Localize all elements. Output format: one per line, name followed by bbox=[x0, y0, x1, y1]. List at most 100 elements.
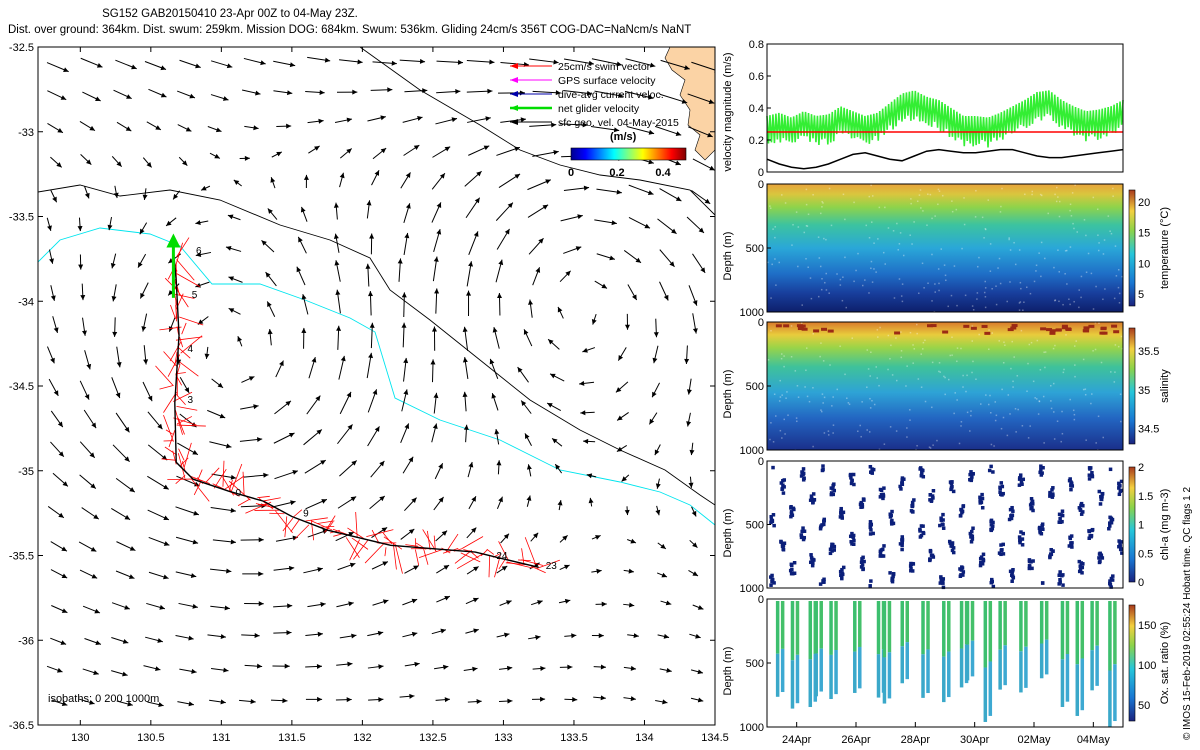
velocity-arrow bbox=[431, 202, 442, 223]
chl-point bbox=[849, 476, 853, 480]
velocity-arrow bbox=[335, 289, 341, 314]
oxygen-profile-upper bbox=[814, 601, 818, 654]
velocity-arrow bbox=[591, 535, 601, 540]
swim-vector bbox=[454, 549, 473, 564]
profile-dot bbox=[909, 409, 911, 411]
profile-dot bbox=[1030, 341, 1033, 344]
chl-point bbox=[970, 537, 975, 541]
chl-point bbox=[939, 516, 943, 520]
profile-dot bbox=[1020, 287, 1022, 290]
chl-point bbox=[979, 555, 984, 559]
profile-dot bbox=[1057, 196, 1059, 198]
swim-vector bbox=[155, 365, 174, 386]
colorbar-tick: 35.5 bbox=[1138, 346, 1159, 358]
profile-dot bbox=[1054, 344, 1056, 347]
chl-point bbox=[1019, 530, 1023, 534]
profile-dot bbox=[900, 356, 903, 359]
velocity-arrow bbox=[148, 536, 170, 546]
chl-point bbox=[960, 565, 964, 569]
oxygen-profile-upper bbox=[1065, 601, 1070, 654]
profile-dot bbox=[857, 252, 859, 255]
velocity-arrow bbox=[147, 411, 163, 430]
profile-dot bbox=[1058, 271, 1060, 273]
velocity-arrow bbox=[400, 423, 410, 444]
chl-point bbox=[1040, 581, 1045, 585]
profile-dot bbox=[1038, 252, 1040, 254]
velocity-arrow bbox=[211, 473, 237, 480]
oxygen-profile-lower bbox=[1060, 659, 1065, 707]
velocity-arrow bbox=[529, 122, 557, 128]
x-tick-label: 132 bbox=[353, 732, 371, 744]
velocity-arrow bbox=[436, 89, 461, 95]
chl-point bbox=[849, 539, 853, 544]
velocity-arrow bbox=[496, 228, 510, 250]
velocity-arrow bbox=[588, 497, 594, 507]
profile-dot bbox=[817, 295, 820, 298]
track-day-label: 23 bbox=[546, 561, 558, 572]
velocity-arrow bbox=[274, 400, 292, 415]
profile-dot bbox=[1062, 303, 1064, 306]
chl-point bbox=[1000, 484, 1005, 489]
profile-dot bbox=[805, 347, 808, 349]
profile-dot bbox=[892, 230, 895, 232]
legend-label: GPS surface velocity bbox=[558, 75, 656, 87]
swim-vector bbox=[197, 469, 203, 481]
chl-point bbox=[980, 496, 985, 501]
velocity-arrow bbox=[615, 381, 629, 393]
velocity-arrow bbox=[627, 538, 637, 544]
profile-dot bbox=[1026, 390, 1028, 392]
profile-dot bbox=[822, 202, 824, 204]
velocity-arrow bbox=[557, 500, 563, 511]
swim-vector bbox=[159, 384, 174, 390]
profile-dot bbox=[825, 238, 827, 241]
velocity-arrow bbox=[496, 460, 502, 475]
chl-point bbox=[1060, 509, 1065, 513]
chl-point bbox=[1027, 564, 1032, 568]
velocity-arrow bbox=[431, 628, 447, 635]
chl-point bbox=[930, 494, 935, 498]
chl-point bbox=[1011, 567, 1015, 572]
high-salinity-patch bbox=[1083, 326, 1090, 330]
profile-dot bbox=[767, 261, 769, 264]
profile-dot bbox=[1097, 234, 1099, 236]
profile-dot bbox=[1013, 241, 1015, 244]
profile-dot bbox=[1061, 410, 1063, 413]
profile-dot bbox=[931, 361, 934, 364]
profile-dot bbox=[1006, 300, 1008, 303]
profile-dot bbox=[994, 401, 997, 403]
swim-vector bbox=[167, 478, 196, 481]
velocity-arrow bbox=[594, 280, 608, 289]
chl-point bbox=[1109, 519, 1113, 524]
velocity-arrow bbox=[465, 197, 481, 219]
colorbar-label: (m/s) bbox=[610, 131, 637, 143]
velocity-arrow bbox=[496, 632, 510, 638]
velocity-arrow bbox=[660, 600, 672, 606]
profile-dot bbox=[1002, 416, 1005, 419]
oxygen-profile-lower bbox=[882, 657, 887, 704]
profile-dot bbox=[931, 406, 933, 409]
profile-dot bbox=[906, 427, 908, 429]
high-salinity-patch bbox=[1113, 330, 1120, 334]
chl-point bbox=[821, 464, 825, 468]
velocity-arrow bbox=[195, 220, 209, 226]
velocity-arrow bbox=[46, 217, 52, 232]
velocity-arrow bbox=[402, 598, 418, 606]
chl-point bbox=[1050, 488, 1054, 492]
chl-point bbox=[1120, 551, 1124, 555]
chl-point bbox=[981, 557, 986, 562]
profile-dot bbox=[1013, 356, 1015, 358]
chl-point bbox=[920, 471, 924, 476]
profile-dot bbox=[830, 224, 833, 227]
chl-point bbox=[1077, 559, 1082, 564]
velocity-arrow bbox=[112, 444, 130, 463]
chl-point bbox=[959, 507, 963, 512]
chl-point bbox=[1010, 579, 1014, 583]
profile-dot bbox=[1003, 341, 1005, 344]
chl-point bbox=[891, 521, 896, 526]
profile-dot bbox=[1008, 237, 1010, 239]
chl-point bbox=[800, 529, 804, 534]
velocity-arrow bbox=[147, 701, 164, 708]
profile-dot bbox=[868, 236, 871, 239]
velocity-arrow bbox=[266, 301, 276, 317]
